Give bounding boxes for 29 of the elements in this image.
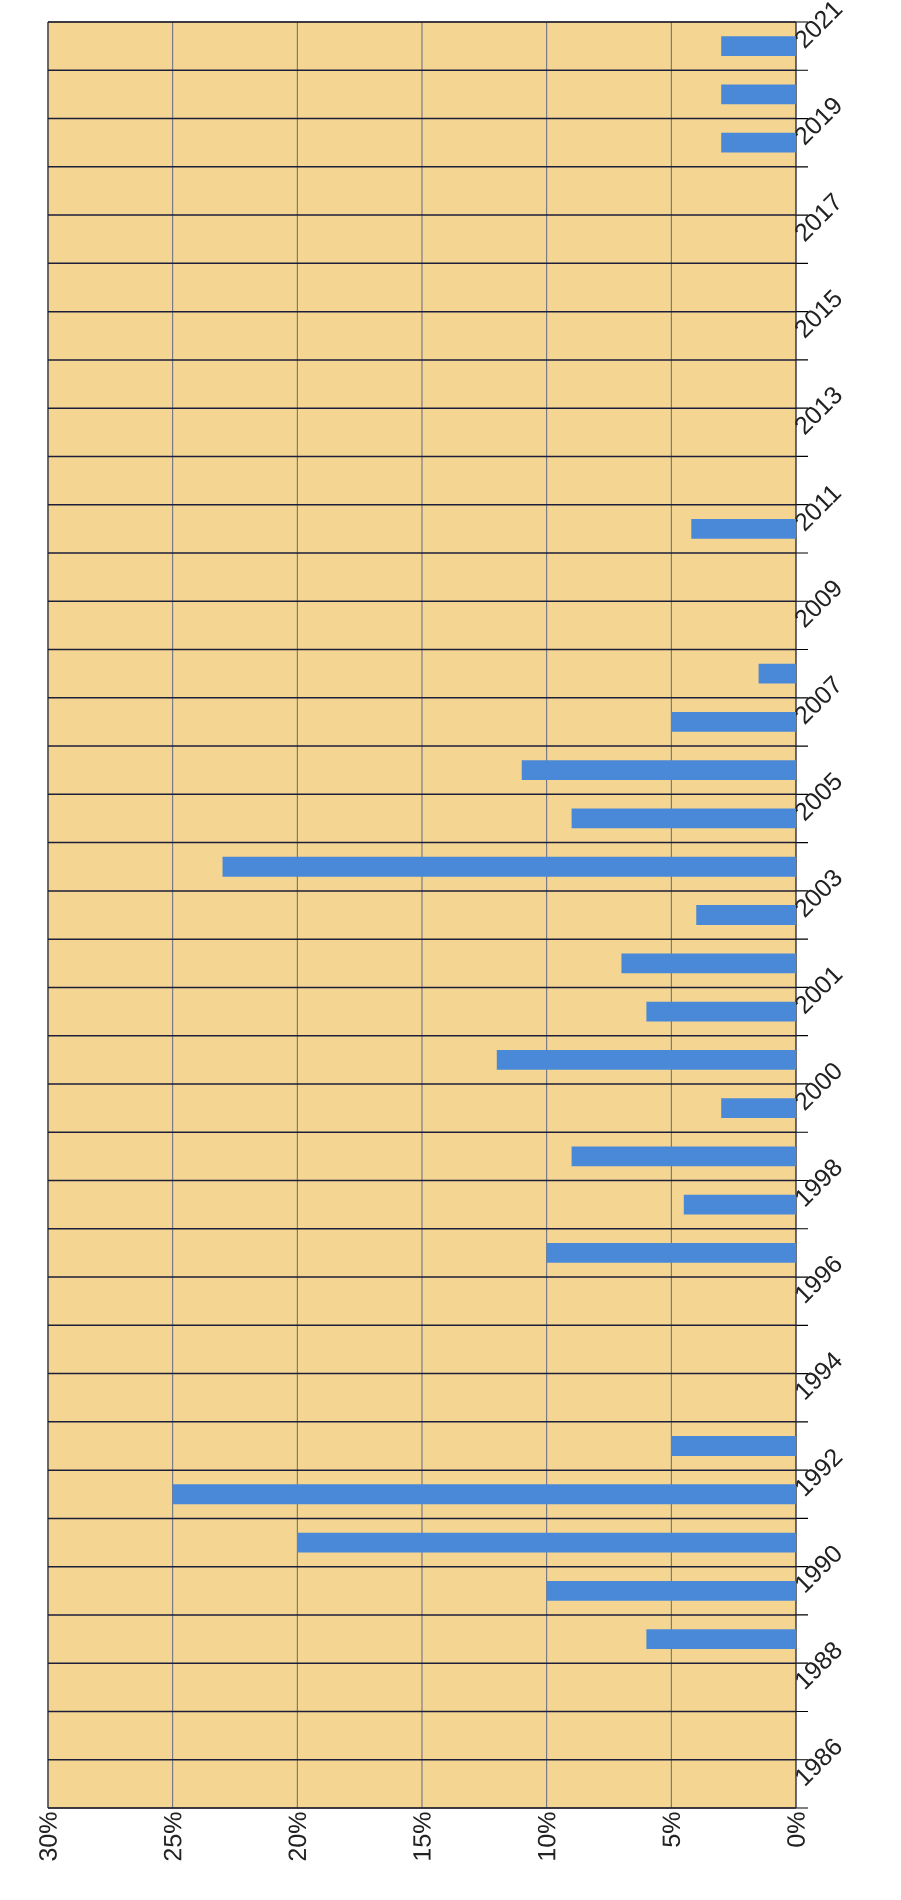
bar — [696, 905, 796, 925]
bar — [172, 1484, 796, 1505]
bar — [721, 1098, 796, 1118]
bar — [546, 1580, 796, 1601]
bar — [646, 1001, 796, 1022]
x-tick-label: 20% — [288, 1812, 307, 1861]
bar — [521, 760, 796, 781]
bar — [621, 953, 796, 974]
bar — [222, 856, 796, 877]
bar — [758, 663, 796, 684]
bar — [671, 712, 796, 732]
bar — [671, 1436, 796, 1456]
x-tick-label: 10% — [537, 1812, 556, 1860]
x-tick-label: 15% — [413, 1812, 431, 1860]
bar — [571, 1146, 796, 1167]
bar — [297, 1532, 796, 1553]
bar — [546, 1243, 796, 1263]
bar — [721, 36, 796, 57]
x-tick-label: 5% — [662, 1812, 681, 1847]
bar — [721, 132, 796, 153]
bar — [721, 84, 796, 105]
bar — [683, 1194, 796, 1215]
bar — [571, 808, 796, 829]
bar — [691, 518, 796, 539]
x-tick-label: 0% — [787, 1812, 805, 1847]
x-tick-label: 25% — [163, 1812, 182, 1861]
bar — [646, 1629, 796, 1649]
bar — [496, 1049, 796, 1070]
x-tick-label: 30% — [39, 1812, 57, 1861]
